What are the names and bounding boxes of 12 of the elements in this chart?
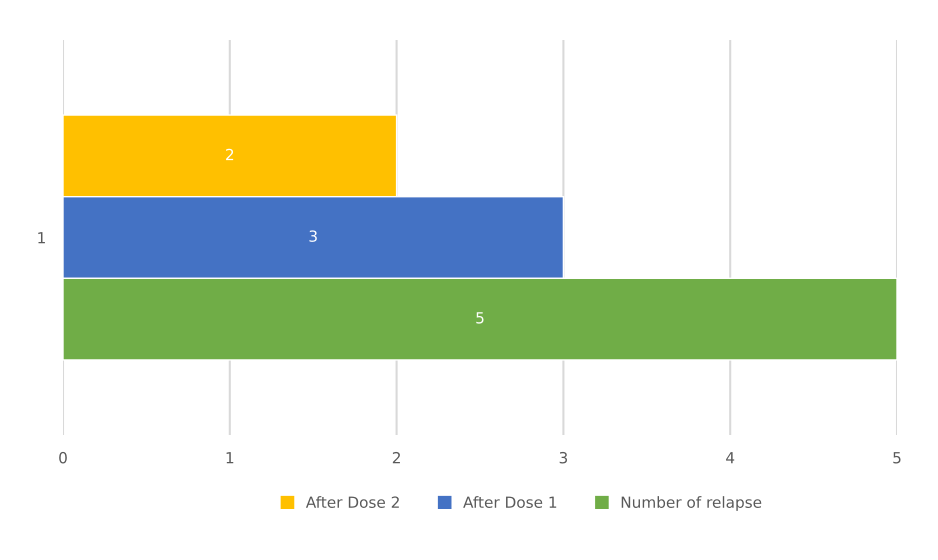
data-label: 3 bbox=[310, 230, 317, 242]
x-tick-label: 0 bbox=[59, 452, 67, 464]
x-tick-label: 3 bbox=[560, 452, 568, 464]
x-tick-label: 4 bbox=[726, 452, 734, 464]
x-tick-label: 5 bbox=[893, 452, 901, 464]
data-label: 2 bbox=[226, 148, 234, 160]
legend-label: After Dose 1 bbox=[463, 496, 556, 508]
legend-label: After Dose 2 bbox=[306, 496, 399, 508]
legend-label: Number of relapse bbox=[622, 496, 762, 511]
x-tick-label: 2 bbox=[392, 452, 400, 464]
data-label: 5 bbox=[476, 312, 484, 324]
x-tick-label: 1 bbox=[226, 452, 234, 464]
